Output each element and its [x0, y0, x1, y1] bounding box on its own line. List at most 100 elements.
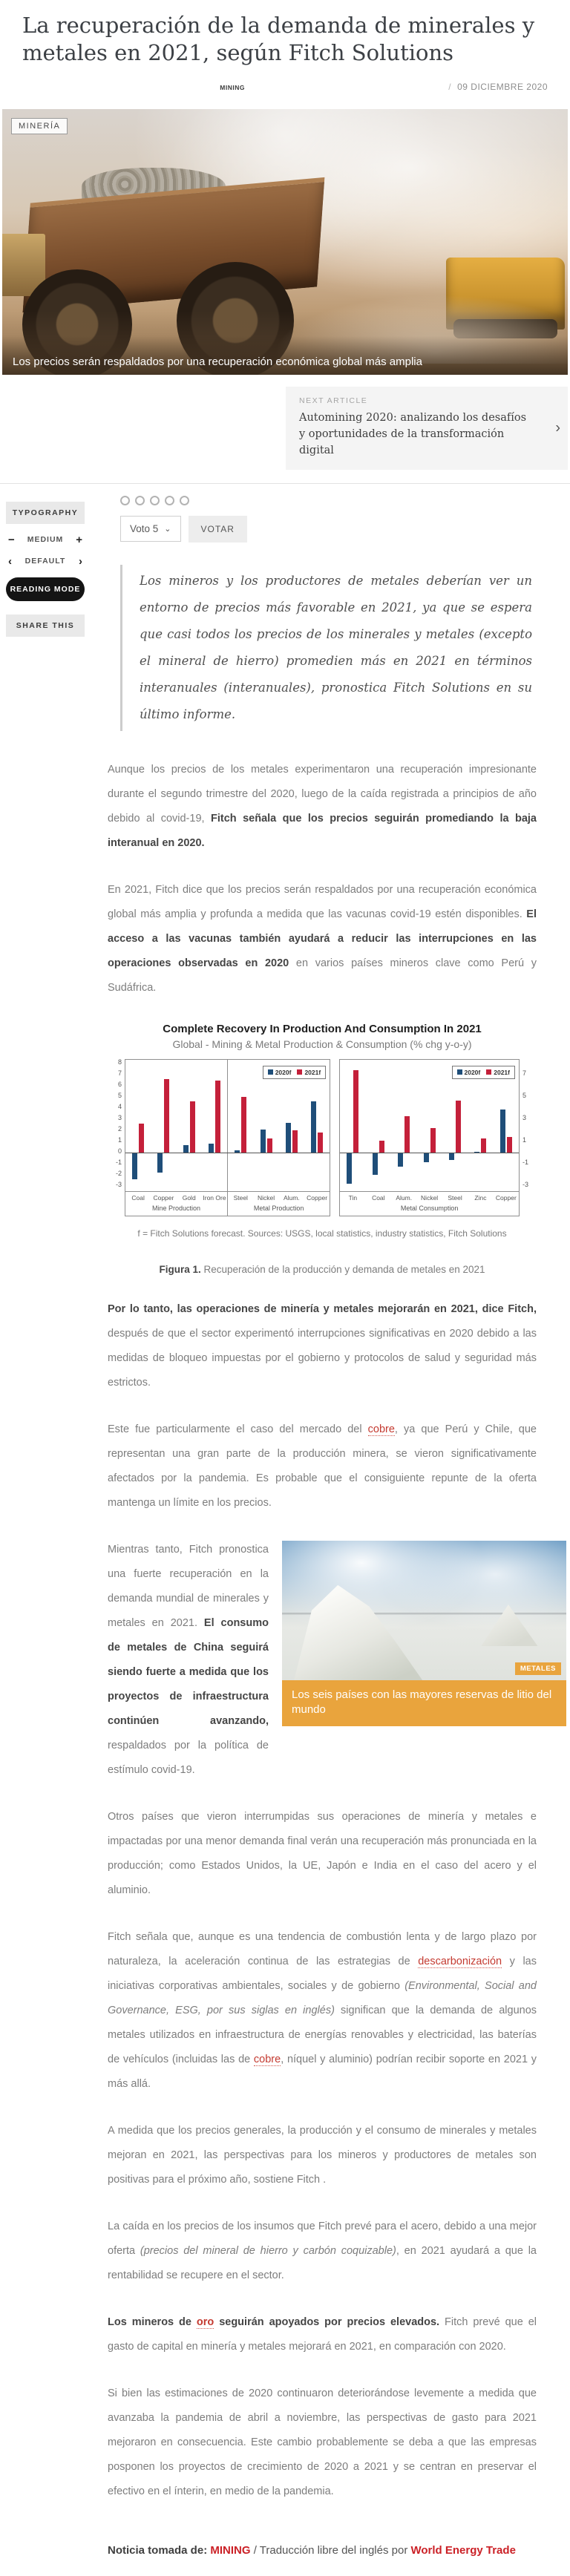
text-segment: Por lo tanto, las operaciones de minería…	[108, 1302, 537, 1315]
vote-button[interactable]: VOTAR	[188, 515, 247, 543]
bar-2021f-copper	[506, 1137, 512, 1153]
reading-mode-button[interactable]: READING MODE	[6, 577, 85, 601]
hero-image: MINERÍA Los precios serán respaldados po…	[2, 108, 568, 375]
rating-dot[interactable]	[135, 495, 145, 505]
source-link-mining[interactable]: MINING	[210, 2543, 251, 2557]
salt-mound	[293, 1584, 425, 1680]
inline-link[interactable]: descarbonización	[418, 1955, 502, 1968]
article-content: TYPOGRAPHY − MEDIUM + ‹ DEFAULT › READIN…	[0, 484, 570, 2557]
bar-2020f-iron-ore	[208, 1144, 214, 1153]
prev-font-button[interactable]: ‹	[8, 554, 12, 568]
typography-header: TYPOGRAPHY	[6, 501, 85, 524]
share-this-button[interactable]: SHARE THIS	[6, 614, 85, 637]
figure-label: Figura 1.	[159, 1263, 201, 1275]
text-segment: Los mineros de	[108, 2316, 197, 2328]
font-family-label: DEFAULT	[24, 557, 66, 566]
chart-panel-2: 2020f 2021f Tin Coal Alum. Nickel Steel Zinc Cop…	[339, 1058, 520, 1216]
bar-2021f-nickel	[430, 1128, 436, 1153]
article-meta: MINING / 09 DICIEMBRE 2020	[22, 82, 548, 93]
bar-2021f-steel	[456, 1100, 462, 1153]
paragraph: La caída en los precios de los insumos q…	[108, 2215, 537, 2288]
bar-2020f-alum-	[398, 1153, 404, 1167]
source-link-wet[interactable]: World Energy Trade	[410, 2543, 516, 2557]
chart-panel-1: 2020f 2021f Coal Copper Gold Iron Ore Steel Nic…	[125, 1058, 331, 1216]
paragraph: Aunque los precios de los metales experi…	[108, 758, 537, 856]
main-column: Voto 5 ⌄ VOTAR Los mineros y los product…	[108, 495, 566, 2557]
bar-2020f-steel	[235, 1150, 240, 1153]
text-segment: respaldados por la política de estímulo …	[108, 1739, 269, 1776]
text-segment: Si bien las estimaciones de 2020 continu…	[108, 2387, 537, 2497]
bar-2021f-gold	[189, 1101, 195, 1153]
vote-select[interactable]: Voto 5 ⌄	[120, 516, 181, 543]
text-segment: después de que el sector experimentó int…	[108, 1327, 537, 1389]
rating-dot[interactable]	[180, 495, 189, 505]
category-link[interactable]: MINING	[220, 84, 245, 91]
bar-2020f-copper	[499, 1109, 505, 1153]
bar-2020f-nickel	[423, 1153, 429, 1163]
next-article-row: NEXT ARTICLE Automining 2020: analizando…	[2, 386, 568, 470]
bar-2021f-alum-	[292, 1130, 298, 1153]
rating-dot[interactable]	[150, 495, 160, 505]
paragraph: En 2021, Fitch dice que los precios será…	[108, 878, 537, 1000]
horizon-line	[282, 1613, 566, 1616]
article-title: La recuperación de la demanda de mineral…	[22, 13, 535, 65]
lithium-card-caption[interactable]: Los seis países con las mayores reservas…	[282, 1679, 566, 1726]
text-segment: en varios países mineros clave como Perú…	[108, 957, 537, 994]
decrease-size-button[interactable]: −	[8, 533, 15, 546]
chart-y-axis-left: 8 7 6 5 4 3 2 1 0 -1 -2 -3	[115, 1058, 122, 1189]
vote-select-value: Voto 5	[130, 523, 159, 535]
hero-caption: Los precios serán respaldados por una re…	[2, 335, 568, 375]
paragraph: Otros países que vieron interrumpidas su…	[108, 1805, 537, 1903]
rating-dot[interactable]	[165, 495, 174, 505]
section-divider	[0, 482, 570, 484]
legend-swatch	[456, 1069, 462, 1075]
next-article-card[interactable]: NEXT ARTICLE Automining 2020: analizando…	[286, 386, 568, 470]
text-segment: El acceso a las vacunas también ayudará …	[108, 908, 537, 969]
bar-2021f-alum-	[404, 1115, 410, 1153]
next-article-spacer	[2, 387, 286, 470]
text-with-image-section: METALES Los seis países con las mayores …	[108, 1538, 566, 1925]
increase-size-button[interactable]: +	[76, 533, 82, 546]
bar-2020f-steel	[449, 1153, 455, 1161]
text-segment: Aunque los precios de los metales experi…	[108, 763, 537, 825]
inline-link[interactable]: oro	[196, 2316, 214, 2329]
attribution-middle: / Traducción libre del inglés por	[250, 2543, 411, 2557]
text-segment: (precios del mineral de hierro y carbón …	[140, 2244, 396, 2257]
attribution: Noticia tomada de: MINING / Traducción l…	[108, 2544, 537, 2557]
next-font-button[interactable]: ›	[78, 554, 82, 568]
bar-2021f-nickel	[266, 1138, 272, 1153]
legend-swatch	[486, 1069, 492, 1075]
text-segment: El consumo de metales de China seguirá s…	[108, 1616, 269, 1727]
inline-link[interactable]: cobre	[253, 2053, 281, 2066]
rating-dots	[120, 495, 537, 505]
font-size-control: − MEDIUM +	[6, 534, 85, 545]
bar-2020f-gold	[183, 1144, 189, 1153]
rating-dot[interactable]	[120, 495, 130, 505]
paragraph: Si bien las estimaciones de 2020 continu…	[108, 2382, 537, 2504]
vote-widget: Voto 5 ⌄ VOTAR	[120, 495, 537, 543]
meta-separator: /	[448, 82, 452, 93]
bar-2021f-coal	[379, 1140, 384, 1153]
pull-quote: Los mineros y los productores de metales…	[120, 564, 537, 731]
text-segment: seguirán apoyados por precios elevados.	[214, 2316, 440, 2328]
text-segment: Este fue particularmente el caso del mer…	[108, 1423, 368, 1435]
text-segment: Mientras tanto, Fitch pronostica una fue…	[108, 1543, 269, 1629]
text-segment: Fitch señala que los precios seguirán pr…	[108, 812, 537, 849]
bar-2021f-tin	[353, 1070, 359, 1153]
next-article-label: NEXT ARTICLE	[299, 396, 368, 405]
text-segment: Otros países que vieron interrumpidas su…	[108, 1810, 537, 1896]
vote-controls: Voto 5 ⌄ VOTAR	[120, 515, 537, 543]
lithium-article-card[interactable]: METALES Los seis países con las mayores …	[282, 1540, 566, 1726]
bar-2021f-copper	[164, 1079, 170, 1153]
mineria-badge[interactable]: MINERÍA	[11, 117, 68, 134]
typography-sidebar: TYPOGRAPHY − MEDIUM + ‹ DEFAULT › READIN…	[6, 501, 85, 637]
legend-swatch	[297, 1069, 303, 1075]
inline-link[interactable]: cobre	[367, 1423, 395, 1436]
text-segment: , ya que Perú y Chile, que representan u…	[108, 1423, 537, 1509]
article-date: 09 DICIEMBRE 2020	[457, 82, 548, 93]
bar-2021f-coal	[139, 1124, 145, 1153]
attribution-prefix: Noticia tomada de:	[108, 2543, 211, 2557]
bar-2020f-copper	[157, 1153, 163, 1173]
next-article-title: Automining 2020: analizando los desafíos…	[299, 411, 527, 456]
